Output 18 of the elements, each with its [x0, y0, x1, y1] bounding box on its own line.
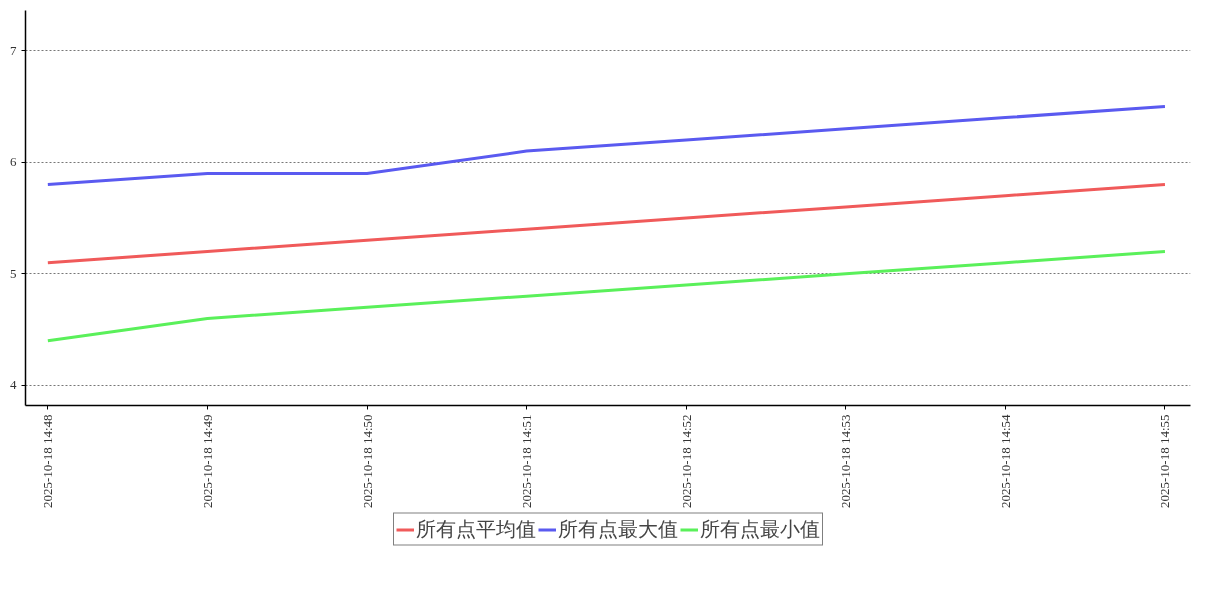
x-tick-label: 2025-10-18 14:49 [199, 414, 215, 509]
y-tick-label: 5 [10, 265, 17, 281]
y-tick-label: 7 [10, 42, 17, 58]
line-series [46, 183, 1167, 265]
legend-label: 所有点最大值 [557, 516, 678, 542]
x-tick-label: 2025-10-18 14:50 [359, 414, 375, 509]
legend-label: 所有点最小值 [699, 516, 820, 542]
x-tick-label: 2025-10-18 14:48 [40, 414, 56, 509]
y-tick-label: 4 [10, 377, 17, 393]
legend-label: 所有点平均值 [415, 516, 536, 542]
x-tick-label: 2025-10-18 14:53 [838, 414, 854, 509]
x-tick-label: 2025-10-18 14:52 [678, 414, 694, 509]
x-tick-label: 2025-10-18 14:55 [1157, 414, 1173, 509]
x-tick-label: 2025-10-18 14:51 [519, 414, 535, 509]
line-series [46, 104, 1167, 187]
y-tick-label: 6 [10, 154, 17, 170]
x-tick-label: 2025-10-18 14:54 [997, 414, 1013, 509]
line-series [46, 250, 1167, 343]
